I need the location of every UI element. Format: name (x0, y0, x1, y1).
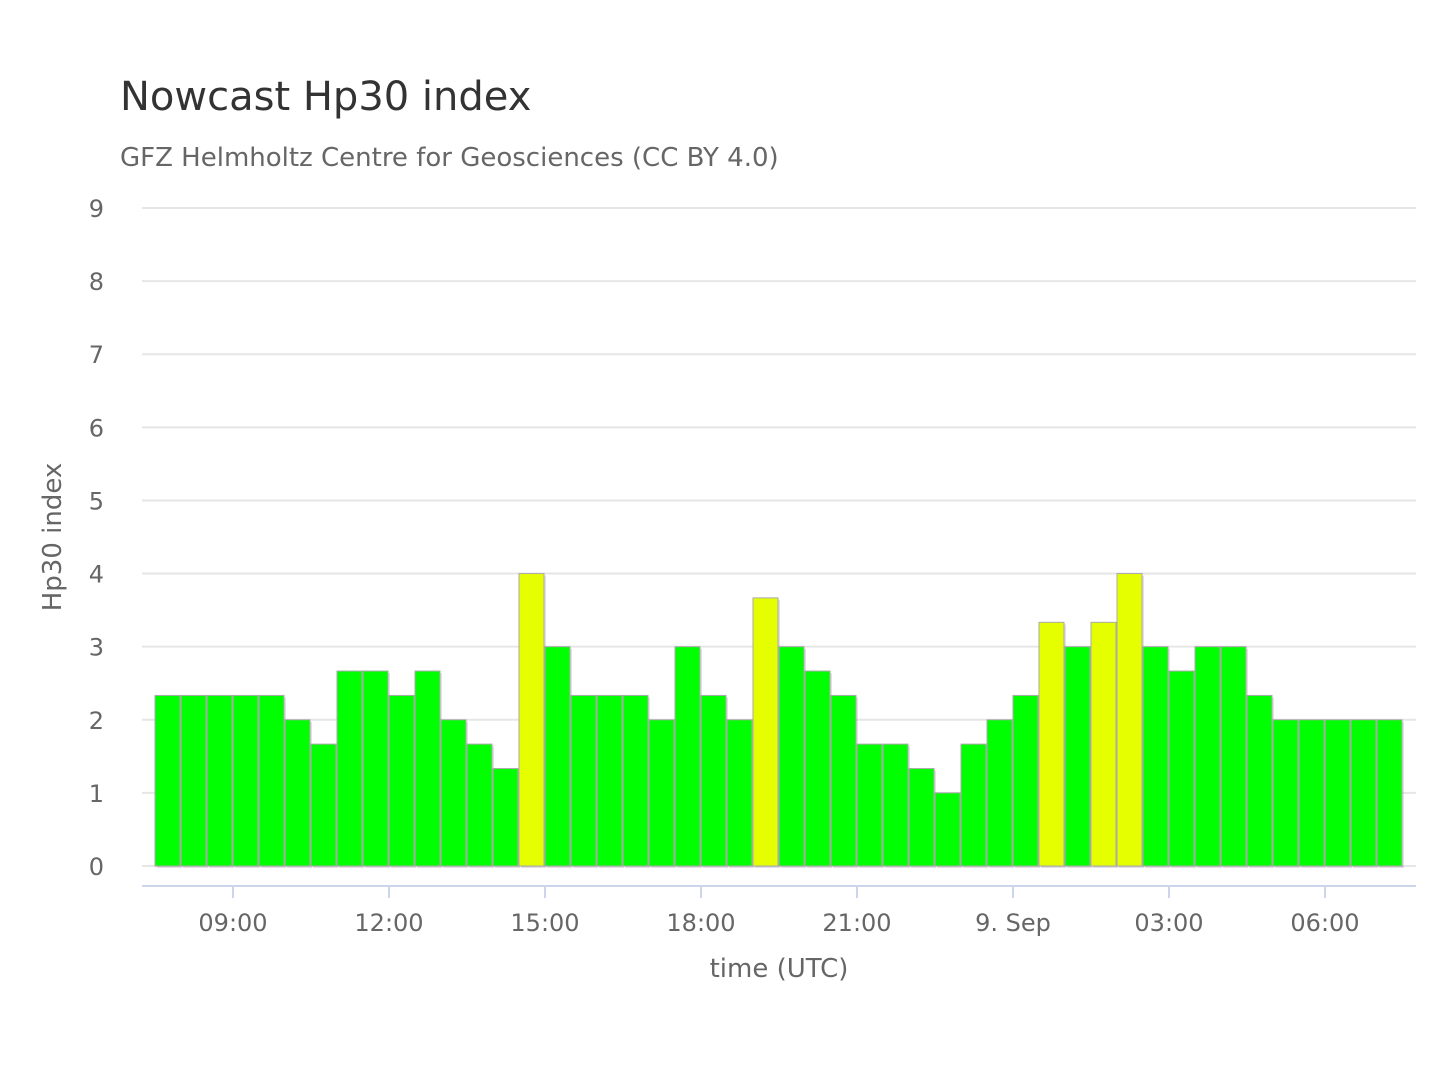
chart-subtitle: GFZ Helmholtz Centre for Geosciences (CC… (120, 143, 779, 173)
bar[interactable] (882, 743, 909, 867)
bar[interactable] (700, 694, 727, 867)
bar[interactable] (570, 694, 597, 867)
x-tick-label: 9. Sep (975, 909, 1051, 937)
bar[interactable] (778, 646, 805, 867)
x-tick-label: 06:00 (1290, 909, 1359, 937)
bar[interactable] (726, 719, 753, 867)
bar[interactable] (310, 743, 337, 867)
bar[interactable] (1064, 646, 1091, 867)
bar[interactable] (388, 694, 415, 867)
bar[interactable] (336, 670, 363, 867)
bar[interactable] (804, 670, 831, 867)
y-tick-label: 9 (89, 195, 104, 223)
x-tick-label: 15:00 (510, 909, 579, 937)
bar[interactable] (674, 646, 701, 867)
bar[interactable] (622, 694, 649, 867)
x-tick-label: 09:00 (198, 909, 267, 937)
bar[interactable] (1324, 719, 1351, 867)
x-tick-label: 18:00 (666, 909, 735, 937)
bar[interactable] (752, 597, 779, 867)
bar[interactable] (1038, 621, 1065, 867)
bar[interactable] (518, 573, 545, 867)
bar[interactable] (1116, 573, 1143, 867)
y-tick-label: 0 (89, 853, 104, 881)
y-tick-label: 7 (89, 341, 104, 369)
bar[interactable] (180, 694, 207, 867)
bar[interactable] (1168, 670, 1195, 867)
bar[interactable] (154, 694, 181, 867)
bar[interactable] (960, 743, 987, 867)
bar[interactable] (466, 743, 493, 867)
bar[interactable] (1012, 694, 1039, 867)
y-tick-label: 1 (89, 780, 104, 808)
bar[interactable] (258, 694, 285, 867)
bar[interactable] (1298, 719, 1325, 867)
y-tick-label: 5 (89, 487, 104, 515)
y-tick-label: 3 (89, 634, 104, 662)
bar[interactable] (492, 768, 519, 867)
bar[interactable] (440, 719, 467, 867)
bar[interactable] (414, 670, 441, 867)
bar[interactable] (856, 743, 883, 867)
bar[interactable] (544, 646, 571, 867)
bar[interactable] (908, 768, 935, 867)
bar[interactable] (1376, 719, 1403, 867)
bar[interactable] (648, 719, 675, 867)
bar[interactable] (1194, 646, 1221, 867)
bar[interactable] (1350, 719, 1377, 867)
x-tick-label: 03:00 (1134, 909, 1203, 937)
x-axis-title: time (UTC) (710, 954, 849, 984)
bar[interactable] (1246, 694, 1273, 867)
y-tick-label: 2 (89, 707, 104, 735)
bar[interactable] (206, 694, 233, 867)
bar[interactable] (1142, 646, 1169, 867)
bar[interactable] (284, 719, 311, 867)
bar[interactable] (362, 670, 389, 867)
y-axis-title: Hp30 index (38, 463, 68, 612)
x-axis-ticks: 09:00 12:00 15:00 18:00 21:00 9. Sep 03:00 06:0… (198, 886, 1360, 937)
bar[interactable] (232, 694, 259, 867)
chart-title: Nowcast Hp30 index (120, 74, 532, 120)
bar[interactable] (1272, 719, 1299, 867)
y-axis-ticks: 0 1 2 3 4 5 6 7 8 9 (89, 195, 104, 881)
bar[interactable] (1220, 646, 1247, 867)
bar[interactable] (986, 719, 1013, 867)
y-tick-label: 6 (89, 414, 104, 442)
y-tick-label: 8 (89, 268, 104, 296)
bar[interactable] (1090, 621, 1117, 867)
x-tick-label: 12:00 (354, 909, 423, 937)
bar[interactable] (596, 694, 623, 867)
bars (154, 573, 1404, 868)
y-tick-label: 4 (89, 561, 104, 589)
x-tick-label: 21:00 (822, 909, 891, 937)
bar[interactable] (934, 792, 961, 867)
bar[interactable] (830, 694, 857, 867)
